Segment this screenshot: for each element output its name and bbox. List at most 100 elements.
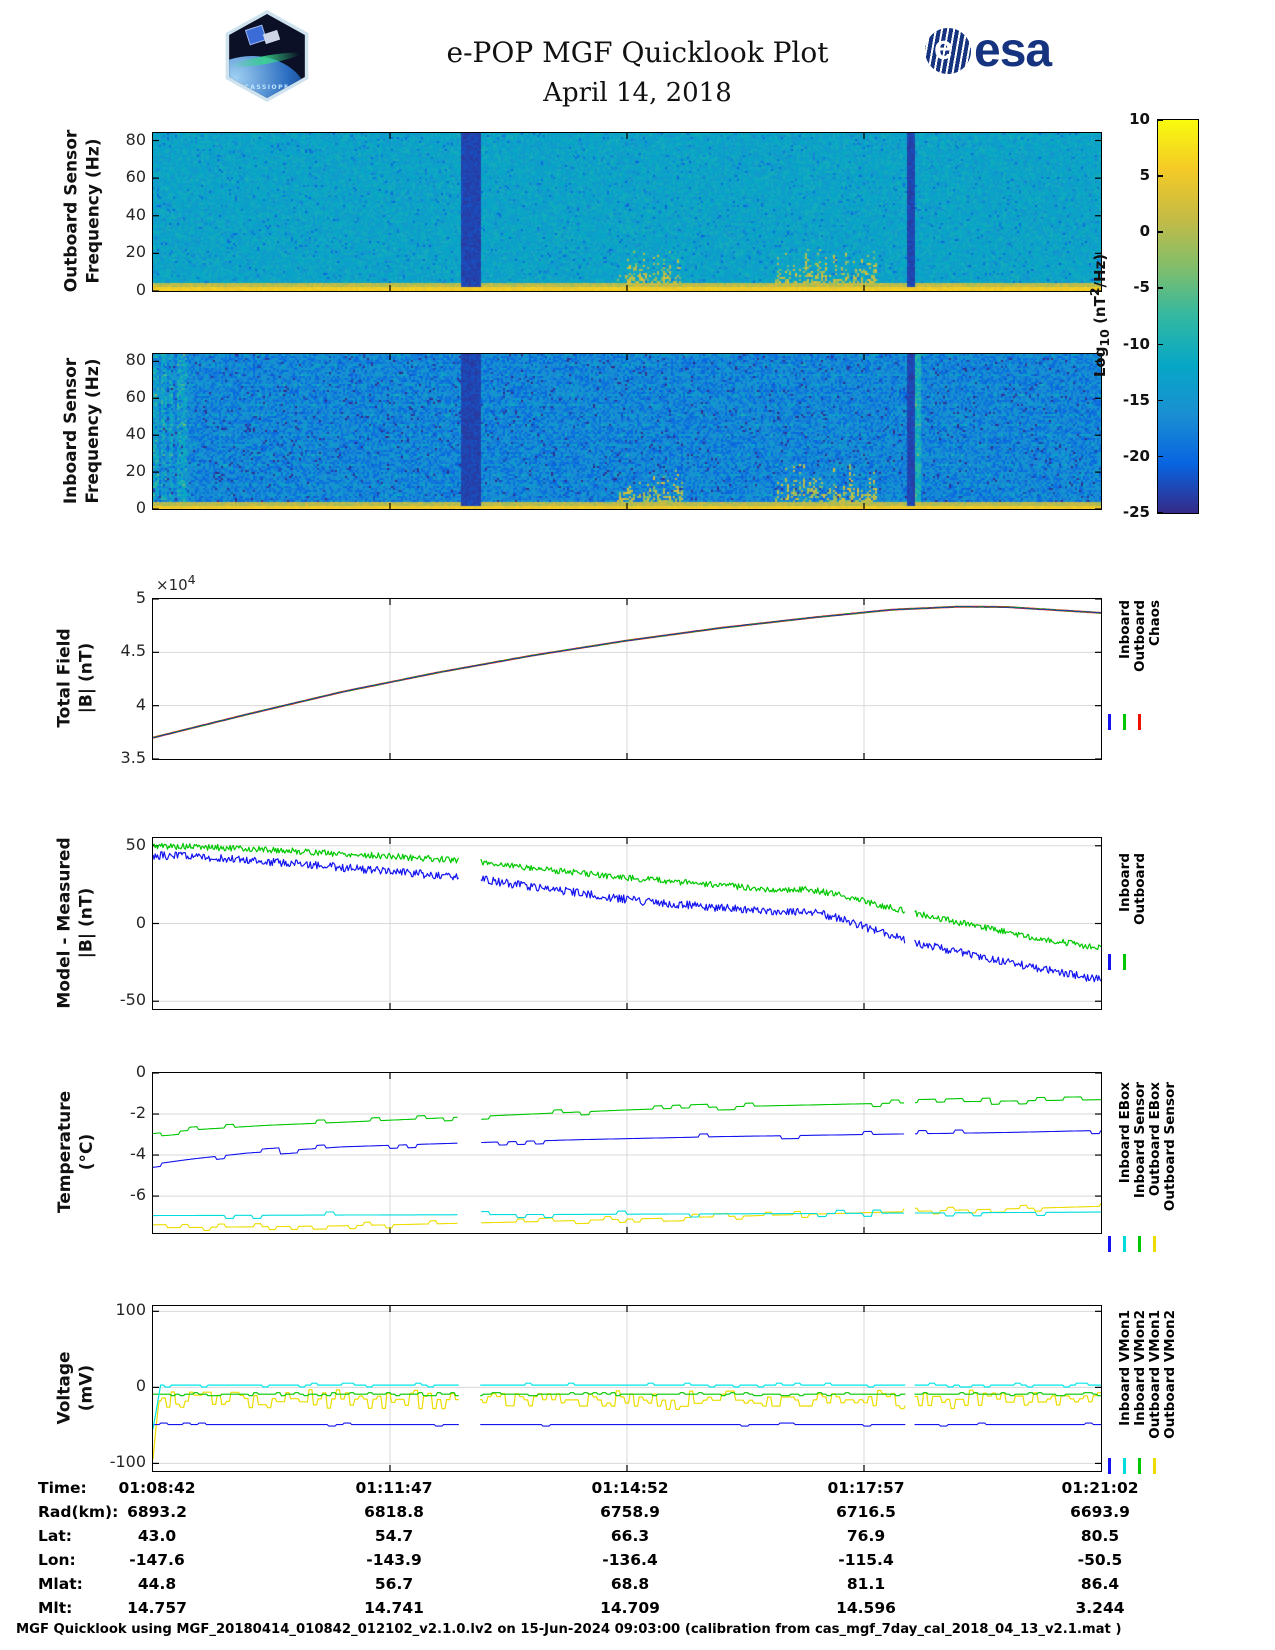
ylabel-line: (°C) (77, 1133, 97, 1171)
colorbar-tick-label: -5 (1133, 278, 1150, 297)
legend-label-inboard-vmon1: Inboard VMon1 (1117, 1310, 1133, 1426)
table-cell: 14.709 (600, 1599, 660, 1617)
model-measured-ytick-label: -50 (119, 990, 146, 1010)
table-cell: 76.9 (846, 1527, 886, 1545)
legend-label-outboard: Outboard (1132, 853, 1148, 925)
voltage-plot (153, 1306, 1101, 1471)
table-cell: 54.7 (374, 1527, 414, 1545)
cassiope-mission-patch: CASSIOPE (220, 10, 314, 102)
series-outboard-vmon1 (153, 1392, 1101, 1397)
inboard-spectrogram-ytick-label: 80 (125, 350, 146, 370)
inboard-spectrogram-ytick-label: 0 (135, 498, 146, 517)
legend-tick-outboard-vmon1 (1138, 1458, 1141, 1474)
temperature-panel (152, 1072, 1102, 1234)
legend-tick-chaos (1138, 714, 1141, 730)
table-cell: -50.5 (1077, 1551, 1123, 1569)
table-cell: -147.6 (129, 1551, 185, 1569)
series-outboard (153, 842, 1101, 951)
table-row-label: Mlat: (38, 1575, 83, 1593)
esa-globe-icon: e (925, 28, 971, 74)
outboard-spectrogram-panel (152, 132, 1102, 292)
table-cell: 6758.9 (600, 1503, 660, 1521)
colorbar-tick-label: -25 (1122, 503, 1150, 521)
inboard-spectrogram-tick-overlay (153, 354, 1101, 509)
table-cell: 14.596 (836, 1599, 896, 1617)
ylabel-inboard-spectrogram: Inboard Sensor Frequency (Hz) (58, 353, 106, 508)
table-row-label: Lon: (38, 1551, 76, 1569)
colorbar-tick-mark (1157, 512, 1163, 514)
temperature-plot (153, 1073, 1101, 1233)
esa-logo: e esa (925, 24, 1052, 77)
ylabel-voltage: Voltage (mV) (52, 1305, 100, 1470)
ylabel-line: Frequency (Hz) (83, 357, 103, 504)
colorbar (1157, 119, 1199, 514)
table-row-label: Rad(km): (38, 1503, 119, 1521)
inboard-spectrogram-ytick-label: 60 (125, 387, 146, 407)
esa-wordmark: esa (974, 24, 1052, 77)
outboard-spectrogram-ytick-label: 60 (125, 167, 146, 187)
table-cell: 43.0 (137, 1527, 177, 1545)
total-field-ytick-label: 4.5 (120, 641, 146, 661)
series-inboard-ebox (153, 1129, 1101, 1168)
legend-tick-inboard (1108, 714, 1111, 730)
colorbar-tick-mark (1157, 399, 1163, 402)
table-cell: 68.8 (610, 1575, 650, 1593)
legend-tick-inboard (1108, 954, 1111, 970)
legend-tick-outboard (1123, 954, 1126, 970)
model-measured-panel (152, 837, 1102, 1010)
outboard-spectrogram-canvas (153, 133, 1101, 291)
table-cell: 01:11:47 (355, 1479, 433, 1497)
ylabel-temperature: Temperature (°C) (52, 1072, 100, 1232)
ylabel-line: |B| (nT) (77, 887, 97, 958)
series-inboard (153, 851, 1101, 983)
table-cell: 01:17:57 (827, 1479, 905, 1497)
ylabel-line: Model - Measured (55, 836, 75, 1009)
inboard-spectrogram-ytick-label: 20 (125, 461, 146, 481)
ylabel-line: Voltage (55, 1350, 75, 1425)
temperature-ytick-label: -4 (130, 1144, 146, 1164)
table-cell: 6818.8 (364, 1503, 424, 1521)
table-cell: -136.4 (602, 1551, 658, 1569)
table-cell: 6716.5 (836, 1503, 896, 1521)
series-inboard (153, 606, 1101, 738)
legend-label-outboard-vmon2: Outboard VMon2 (1162, 1310, 1178, 1439)
table-cell: -115.4 (838, 1551, 894, 1569)
table-row-label: Time: (38, 1479, 87, 1497)
ylabel-line: Inboard Sensor (61, 357, 81, 504)
colorbar-tick-mark (1157, 287, 1163, 289)
ylabel-model-measured: Model - Measured |B| (nT) (52, 837, 100, 1008)
footnote: MGF Quicklook using MGF_20180414_010842_… (16, 1622, 1122, 1637)
legend-label-inboard-ebox: Inboard EBox (1117, 1082, 1133, 1184)
series-inboard-sensor (153, 1209, 1101, 1219)
colorbar-tick-mark (1157, 231, 1163, 233)
temperature-ytick-label: 0 (135, 1062, 146, 1081)
legend-tick-outboard-sensor (1153, 1236, 1156, 1252)
table-cell: 80.5 (1080, 1527, 1120, 1545)
esa-e-glyph: e (934, 29, 953, 67)
series-outboard-ebox (153, 1096, 1101, 1137)
patch-hexagon: CASSIOPE (225, 10, 309, 102)
page-date: April 14, 2018 (543, 78, 732, 108)
table-cell: 44.8 (137, 1575, 177, 1593)
legend-label-outboard-vmon1: Outboard VMon1 (1147, 1310, 1163, 1439)
table-cell: 14.757 (127, 1599, 187, 1617)
model-measured-ytick-label: 0 (135, 912, 146, 932)
ylabel-line: Outboard Sensor (61, 129, 81, 293)
legend-label-outboard: Outboard (1132, 600, 1148, 672)
table-cell: 01:14:52 (591, 1479, 669, 1497)
colorbar-tick-label: 0 (1139, 222, 1150, 241)
table-cell: 3.244 (1075, 1599, 1125, 1617)
colorbar-tick-label: 5 (1139, 166, 1150, 185)
colorbar-tick-label: -15 (1122, 390, 1150, 409)
colorbar-tick-mark (1157, 455, 1163, 458)
model-measured-ytick-label: 50 (125, 834, 146, 854)
table-cell: 01:08:42 (118, 1479, 196, 1497)
table-cell: 56.7 (374, 1575, 414, 1593)
total-field-plot (153, 599, 1101, 759)
colorbar-tick-label: -10 (1122, 334, 1150, 353)
outboard-spectrogram-ytick-label: 80 (125, 129, 146, 149)
total-field-ytick-label: 5 (135, 588, 146, 607)
outboard-spectrogram-ytick-label: 40 (125, 204, 146, 224)
table-cell: -143.9 (366, 1551, 422, 1569)
